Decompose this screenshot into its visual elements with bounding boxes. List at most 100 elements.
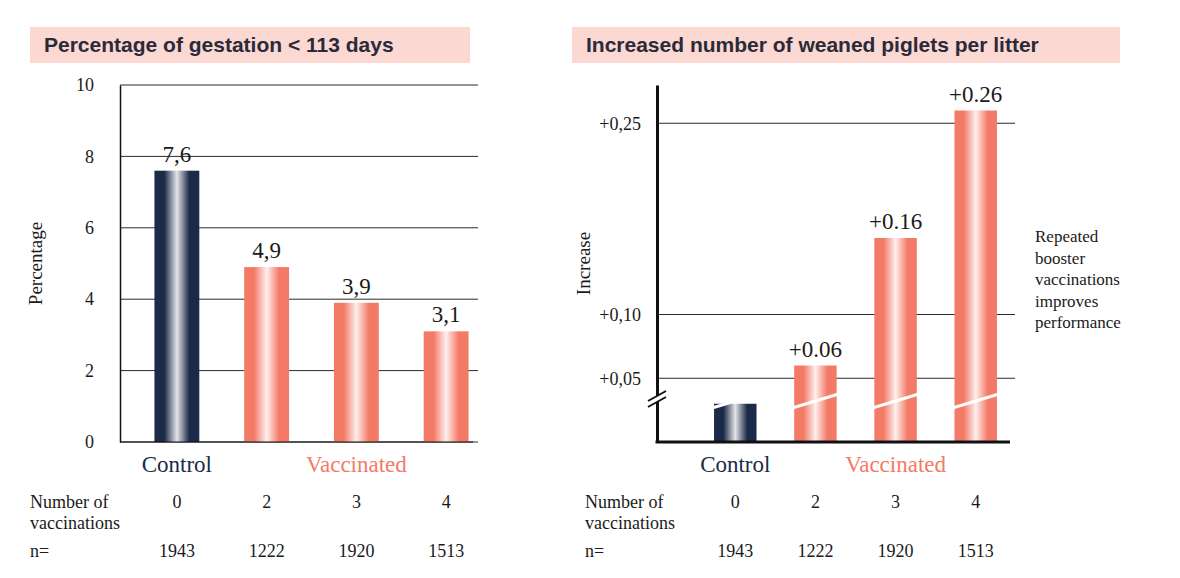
annotation-line: Repeated bbox=[1035, 227, 1099, 246]
bar bbox=[954, 111, 996, 443]
y-tick: 6 bbox=[85, 218, 120, 238]
row-label: Number ofvaccinations bbox=[30, 492, 120, 533]
chart-panel: Percentage of gestation < 113 days 7,6 4,9… bbox=[25, 27, 478, 561]
y-tick: +0,10 bbox=[599, 305, 657, 325]
annotation-line: performance bbox=[1035, 313, 1121, 332]
annotation: Repeated booster vaccinations improves perfo… bbox=[1035, 227, 1121, 332]
row-label: n= bbox=[585, 541, 604, 561]
annotation-line: booster bbox=[1035, 249, 1085, 268]
row-value: 1920 bbox=[338, 541, 374, 561]
grid bbox=[120, 85, 478, 442]
row-label-line: vaccinations bbox=[585, 513, 675, 533]
row-value: 2 bbox=[811, 492, 820, 512]
y-tick: 8 bbox=[85, 147, 120, 167]
y-tick-label: 6 bbox=[85, 218, 94, 238]
row-value: 1222 bbox=[249, 541, 285, 561]
annotation-line: improves bbox=[1035, 292, 1098, 311]
y-axis: +0,05 +0,10 +0,25 bbox=[599, 86, 657, 443]
y-tick: 2 bbox=[85, 361, 120, 381]
x-axis: Control Vaccinated bbox=[700, 452, 946, 477]
y-axis-line bbox=[656, 86, 659, 443]
bar bbox=[874, 238, 916, 442]
y-tick: 4 bbox=[85, 289, 120, 309]
bars bbox=[154, 171, 468, 442]
row-value: 1943 bbox=[717, 541, 753, 561]
x-axis: Control Vaccinated bbox=[142, 452, 408, 477]
x-axis-line bbox=[656, 441, 1011, 444]
bar bbox=[794, 366, 836, 443]
row-label: n= bbox=[30, 541, 49, 561]
data-label: +0.16 bbox=[869, 209, 922, 234]
grid-line bbox=[120, 85, 478, 86]
y-axis-line bbox=[120, 86, 122, 443]
info-rows: Number ofvaccinations 0 2 3 4 n= 1943 1222 1920 1… bbox=[30, 492, 464, 561]
data-label: +0.06 bbox=[789, 337, 842, 362]
y-axis: 0 2 4 6 8 10 bbox=[76, 75, 121, 452]
row-value: 0 bbox=[172, 492, 181, 512]
axis-break bbox=[712, 394, 758, 408]
row-label: Number ofvaccinations bbox=[585, 492, 675, 533]
y-tick-label: 8 bbox=[85, 147, 94, 167]
data-label: 4,9 bbox=[252, 238, 281, 263]
x-tick-label: Control bbox=[142, 452, 212, 477]
axis-break bbox=[872, 394, 918, 408]
y-axis-title: Percentage bbox=[25, 222, 46, 305]
row-value: 3 bbox=[352, 492, 361, 512]
data-label: +0.26 bbox=[949, 82, 1002, 107]
row-value: 1920 bbox=[878, 541, 914, 561]
y-axis-title: Increase bbox=[573, 232, 594, 295]
x-tick-label: Vaccinated bbox=[306, 452, 407, 477]
y-tick-label: +0,10 bbox=[599, 305, 641, 325]
row-label-line: Number of bbox=[30, 492, 108, 512]
y-tick: 10 bbox=[76, 75, 120, 95]
bar bbox=[154, 171, 199, 442]
row-value: 0 bbox=[731, 492, 740, 512]
chart-title: Percentage of gestation < 113 days bbox=[44, 33, 394, 56]
bar bbox=[424, 331, 469, 442]
row-label-line: Number of bbox=[585, 492, 663, 512]
chart-title: Increased number of weaned piglets per l… bbox=[586, 33, 1039, 56]
page: Percentage of gestation < 113 days 7,6 4,9… bbox=[0, 0, 1180, 578]
y-tick: 0 bbox=[85, 432, 120, 452]
row-value: 1513 bbox=[958, 541, 994, 561]
bar bbox=[244, 267, 289, 442]
row-value: 4 bbox=[971, 492, 980, 512]
row-label-line: vaccinations bbox=[30, 513, 120, 533]
bars bbox=[712, 111, 999, 443]
x-tick: Vaccinated bbox=[306, 452, 407, 477]
row-value: 2 bbox=[262, 492, 271, 512]
y-tick: +0,05 bbox=[599, 369, 657, 389]
data-label: 3,1 bbox=[432, 302, 461, 327]
x-tick: Vaccinated bbox=[845, 452, 946, 477]
y-tick-label: +0,05 bbox=[599, 369, 641, 389]
chart-canvas: Percentage of gestation < 113 days 7,6 4,9… bbox=[0, 0, 1180, 578]
data-labels: 7,6 4,9 3,9 3,1 bbox=[163, 142, 461, 328]
chart-panel: Increased number of weaned piglets per l… bbox=[572, 27, 1121, 561]
y-tick-label: +0,25 bbox=[599, 114, 641, 134]
data-label: 3,9 bbox=[342, 274, 371, 299]
row-value: 1513 bbox=[428, 541, 464, 561]
annotation-line: vaccinations bbox=[1035, 270, 1120, 289]
y-tick-label: 4 bbox=[85, 289, 94, 309]
row-value: 1943 bbox=[159, 541, 195, 561]
title-banner bbox=[30, 27, 470, 63]
y-tick-label: 2 bbox=[85, 361, 94, 381]
row-value: 1222 bbox=[797, 541, 833, 561]
y-tick-label: 0 bbox=[85, 432, 94, 452]
grid-line bbox=[120, 442, 478, 443]
bar bbox=[714, 404, 756, 442]
axis-break bbox=[952, 394, 998, 408]
x-tick-label: Vaccinated bbox=[845, 452, 946, 477]
title-banner bbox=[572, 27, 1120, 63]
bar bbox=[334, 303, 379, 442]
data-label: 7,6 bbox=[163, 142, 192, 167]
y-tick: +0,25 bbox=[599, 114, 657, 134]
row-value: 4 bbox=[442, 492, 451, 512]
y-axis-break bbox=[648, 391, 666, 407]
x-tick-label: Control bbox=[700, 452, 770, 477]
x-axis-line bbox=[120, 442, 473, 443]
axis-break bbox=[648, 397, 666, 407]
info-rows: Number ofvaccinations0234n=1943122219201… bbox=[585, 492, 994, 561]
data-labels: +0.06 +0.16 +0.26 bbox=[789, 82, 1003, 362]
x-tick: Control bbox=[142, 452, 212, 477]
